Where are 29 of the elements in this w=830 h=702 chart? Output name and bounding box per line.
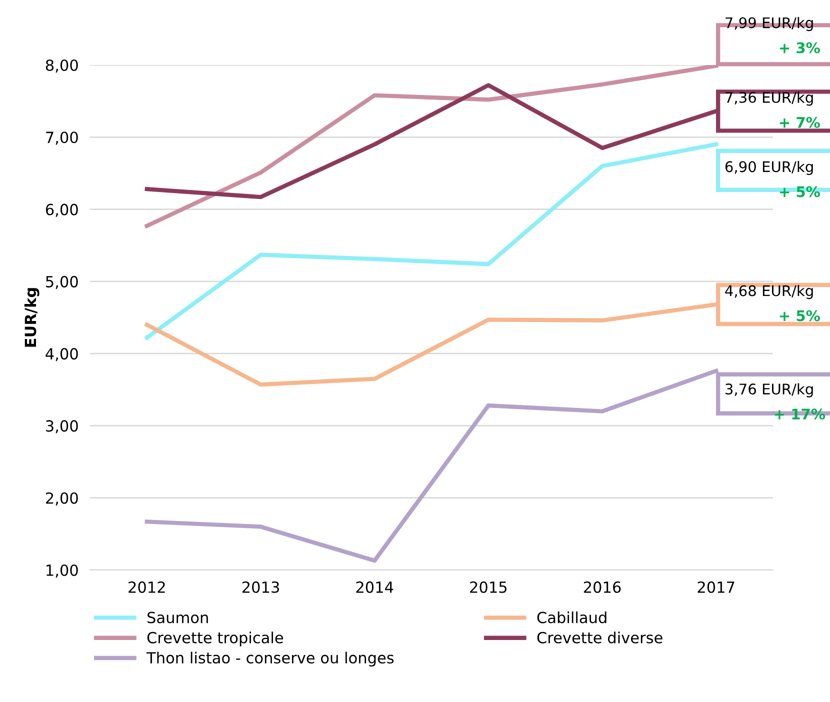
y-tick-label: 8,00 <box>46 59 78 73</box>
annotation: 6,90 EUR/kg <box>725 160 813 176</box>
legend-label: Saumon <box>148 612 208 624</box>
y-tick-label: 1,00 <box>46 564 78 578</box>
legend-label: Crevette tropicale <box>147 632 284 646</box>
text: + 17% <box>774 408 826 420</box>
annotation: 3,76 EUR/kg <box>726 383 813 398</box>
x-tick-label: 2016 <box>584 581 621 593</box>
legend-label: Cabillaud <box>537 611 606 624</box>
text: + 7% <box>780 116 820 128</box>
y-tick-label: 7,00 <box>46 132 78 145</box>
text: + 3% <box>780 42 820 54</box>
x-tick-label: 2014 <box>356 581 394 593</box>
x-tick-label: 2012 <box>128 581 165 593</box>
text: + 5% <box>780 310 820 322</box>
y-tick-label: 4,00 <box>46 348 78 362</box>
legend-label: Crevette diverse <box>537 632 662 644</box>
y-tick-label: 6,00 <box>46 204 78 217</box>
text: + 5% <box>780 186 820 198</box>
y-tick-label: 3,00 <box>46 420 78 434</box>
legend-label: Thon listao - conserve ou longes <box>146 652 394 667</box>
x-tick-label: 2017 <box>698 581 734 593</box>
y-axis-title: EUR/kg <box>24 288 40 347</box>
annotation: 7,36 EUR/kg <box>726 92 813 106</box>
x-tick-label: 2015 <box>470 581 507 593</box>
y-tick-label: 2,00 <box>46 492 78 506</box>
x-tick-label: 2013 <box>242 581 279 593</box>
annotation: 4,68 EUR/kg <box>725 284 813 300</box>
y-tick-label: 5,00 <box>46 276 78 290</box>
